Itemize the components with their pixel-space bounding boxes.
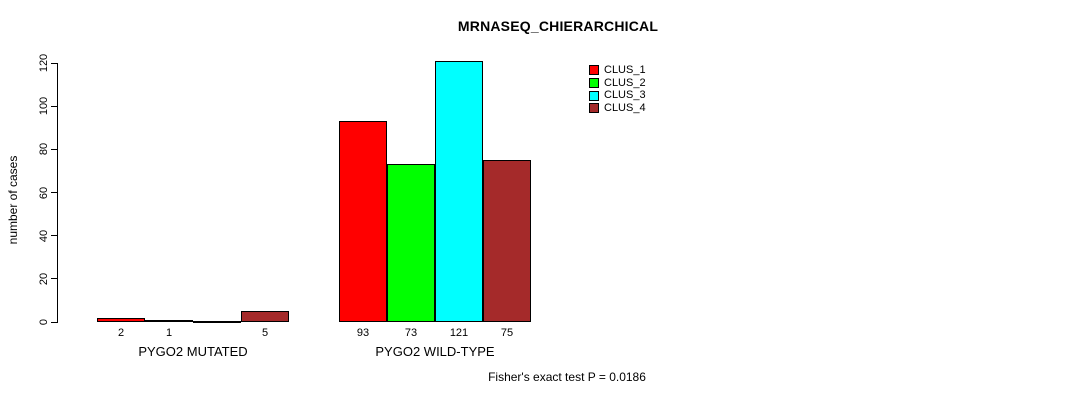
bar-value-label: 93 xyxy=(356,327,370,339)
bar-value-label: 5 xyxy=(261,327,269,339)
bar-clus_4-wildtype xyxy=(483,160,531,322)
chart-title: MRNASEQ_CHIERARCHICAL xyxy=(457,18,659,34)
legend-item: CLUS_1 xyxy=(589,64,646,77)
y-tick xyxy=(51,235,58,237)
legend-item: CLUS_2 xyxy=(589,77,646,90)
legend-label: CLUS_4 xyxy=(604,101,646,114)
y-tick-label: 0 xyxy=(38,318,50,326)
legend-label: CLUS_3 xyxy=(604,89,646,102)
y-tick xyxy=(51,321,58,323)
legend-swatch-clus_1 xyxy=(589,65,599,76)
y-axis-title: number of cases xyxy=(6,155,20,245)
bar-value-label: 121 xyxy=(449,327,469,339)
bar-clus_1-mutated xyxy=(97,318,145,322)
bar-clus_2-wildtype xyxy=(387,164,435,322)
y-tick xyxy=(51,105,58,107)
y-tick-label: 40 xyxy=(38,229,50,242)
legend-swatch-clus_2 xyxy=(589,78,599,89)
bar-clus_1-wildtype xyxy=(339,121,387,322)
bar-clus_2-mutated xyxy=(145,320,193,322)
bar-clus_3-mutated xyxy=(193,321,241,323)
y-tick-label: 60 xyxy=(38,186,50,199)
annotation-text: Fisher's exact test P = 0.0186 xyxy=(488,370,646,384)
bar-clus_4-mutated xyxy=(241,311,289,322)
legend: CLUS_1 CLUS_2 CLUS_3 CLUS_4 xyxy=(589,64,646,115)
y-tick xyxy=(51,148,58,150)
legend-label: CLUS_2 xyxy=(604,76,646,89)
y-tick-label: 120 xyxy=(38,53,50,73)
legend-swatch-clus_4 xyxy=(589,103,599,114)
x-category-label: PYGO2 MUTATED xyxy=(138,344,248,359)
y-tick xyxy=(51,278,58,280)
bar-value-label: 73 xyxy=(404,327,418,339)
x-category-label: PYGO2 WILD-TYPE xyxy=(375,344,495,359)
bar-value-label: 2 xyxy=(117,327,125,339)
y-tick xyxy=(51,192,58,193)
y-tick xyxy=(51,62,58,64)
bar-clus_3-wildtype xyxy=(435,61,483,322)
legend-swatch-clus_3 xyxy=(589,90,599,101)
y-tick-label: 20 xyxy=(38,272,50,285)
y-tick-label: 80 xyxy=(38,143,50,156)
legend-label: CLUS_1 xyxy=(604,63,646,76)
bar-value-label: 75 xyxy=(500,327,514,339)
legend-item: CLUS_3 xyxy=(589,89,646,102)
legend-item: CLUS_4 xyxy=(589,102,646,115)
y-tick-label: 100 xyxy=(38,96,50,116)
bar-value-label: 1 xyxy=(165,327,173,339)
